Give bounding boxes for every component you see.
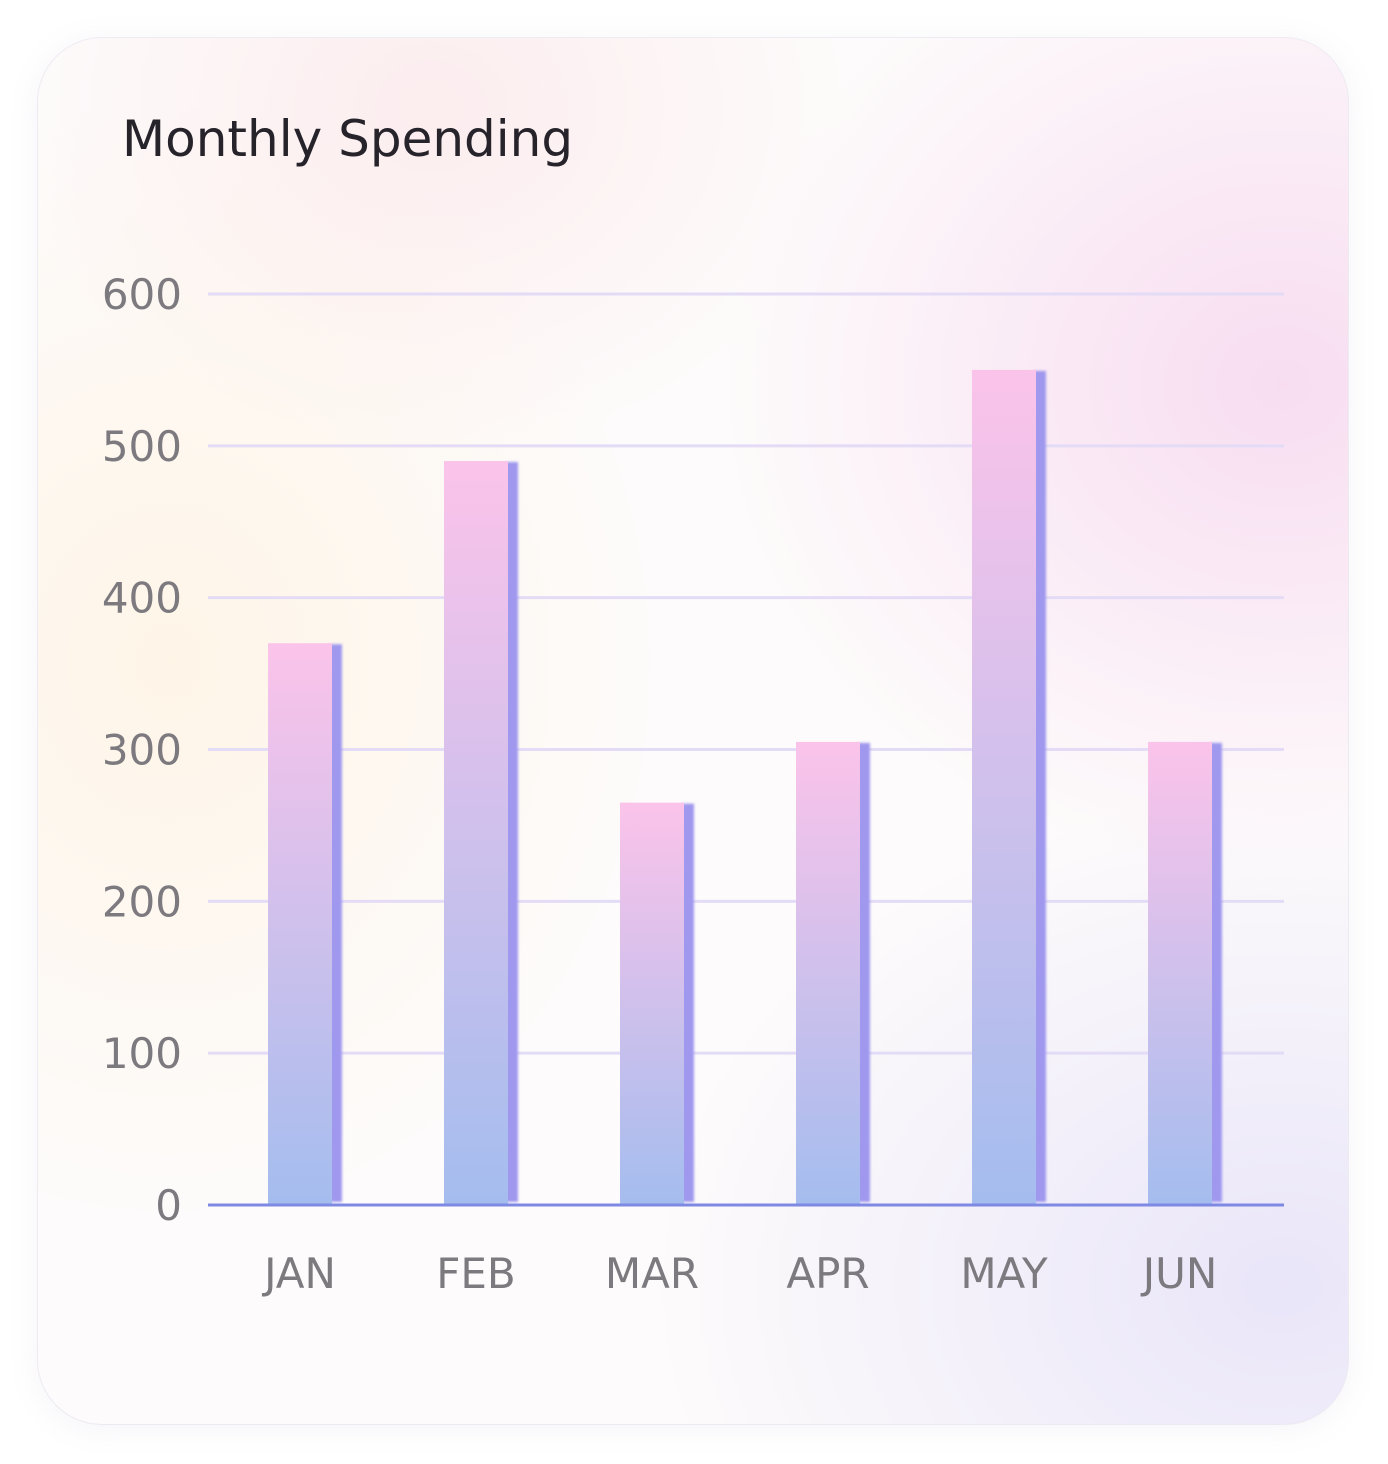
y-axis-ticks: 0 100 200 300 400 500 600 — [102, 270, 182, 1230]
bar-side — [1034, 370, 1046, 1203]
bar-face — [268, 643, 332, 1205]
bar-face — [620, 802, 684, 1205]
y-tick-label: 0 — [155, 1181, 182, 1230]
x-tick-label: JUN — [1140, 1249, 1218, 1298]
x-tick-label: MAR — [605, 1249, 699, 1298]
bar-jan — [268, 643, 342, 1205]
y-tick-label: 300 — [102, 726, 182, 775]
x-tick-label: JAN — [261, 1249, 336, 1298]
bar-face — [1148, 741, 1212, 1205]
bar-face — [972, 369, 1036, 1206]
y-tick-label: 400 — [102, 574, 182, 623]
bar-feb — [444, 461, 518, 1205]
x-tick-label: APR — [786, 1249, 869, 1298]
bar-side — [1210, 742, 1222, 1202]
chart-card: Monthly Spending — [38, 38, 1348, 1424]
y-tick-label: 600 — [102, 270, 182, 319]
x-tick-label: MAY — [960, 1249, 1048, 1298]
y-tick-label: 100 — [102, 1029, 182, 1078]
grid-lines — [208, 292, 1284, 1055]
bar-apr — [796, 741, 870, 1205]
bar-face — [444, 461, 508, 1205]
bar-side — [682, 803, 694, 1202]
bars — [268, 369, 1222, 1206]
y-tick-label: 200 — [102, 877, 182, 926]
bar-side — [858, 742, 870, 1202]
chart-title: Monthly Spending — [122, 110, 574, 168]
bar-may — [972, 369, 1046, 1206]
bar-face — [796, 741, 860, 1205]
bar-jun — [1148, 741, 1222, 1205]
y-tick-label: 500 — [102, 422, 182, 471]
x-axis-ticks: JAN FEB MAR APR MAY JUN — [261, 1249, 1217, 1298]
bar-side — [506, 462, 518, 1202]
bar-side — [330, 644, 342, 1202]
bar-mar — [620, 802, 694, 1205]
x-tick-label: FEB — [436, 1249, 516, 1298]
